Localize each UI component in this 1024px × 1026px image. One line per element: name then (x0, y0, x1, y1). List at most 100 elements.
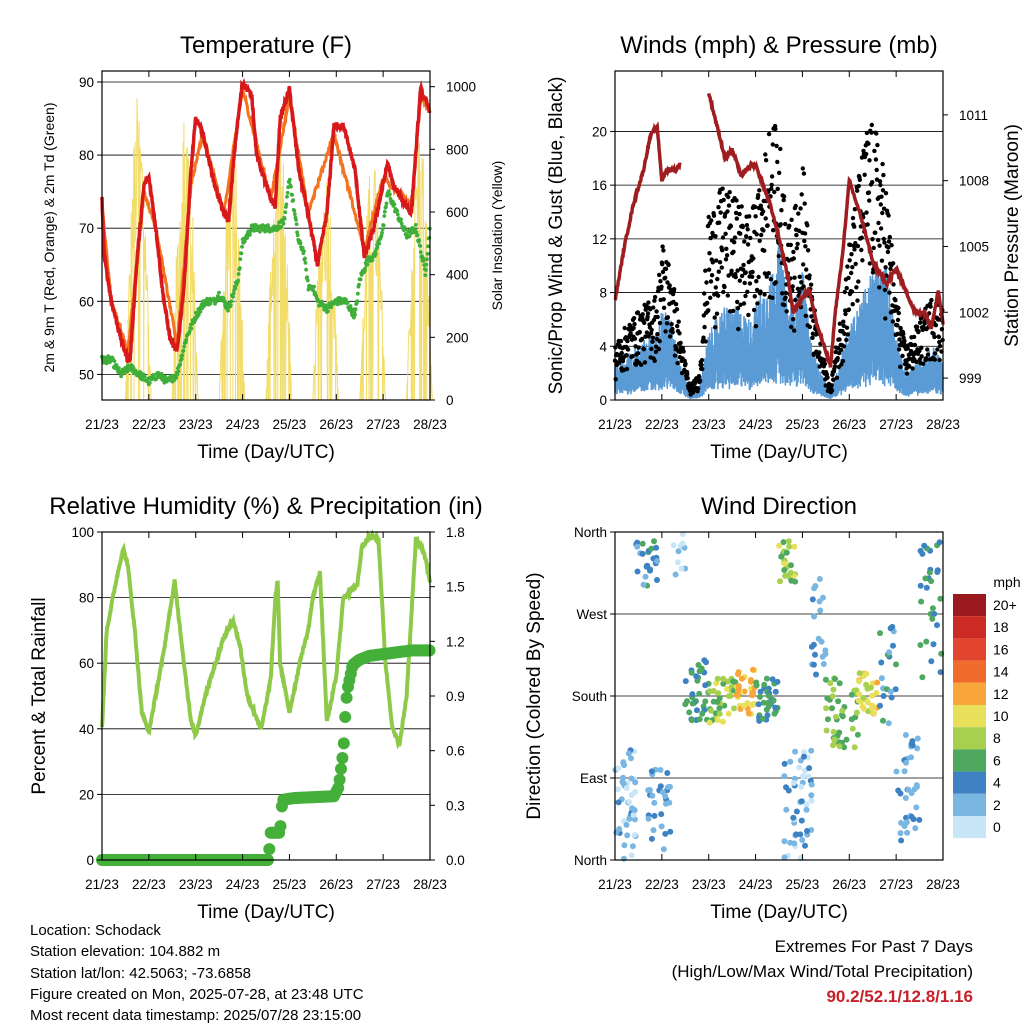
gust-point (873, 157, 879, 162)
gust-point (724, 253, 730, 258)
colorbar-swatch (953, 705, 986, 728)
x-tick-label: 23/23 (692, 417, 726, 432)
direction-point (830, 742, 836, 749)
direction-point (788, 562, 794, 569)
direction-point (864, 685, 871, 692)
direction-point (785, 787, 792, 794)
gust-point (843, 311, 848, 317)
gust-point (798, 304, 804, 310)
gust-point (655, 332, 660, 337)
gust-point (740, 224, 745, 230)
direction-point (645, 787, 652, 794)
direction-point (820, 661, 827, 667)
gust-point (651, 305, 656, 310)
direction-point (682, 678, 689, 685)
direction-point (856, 678, 863, 685)
gust-point (922, 321, 927, 326)
gust-point (735, 306, 741, 311)
direction-point (615, 765, 622, 772)
gust-point (665, 315, 671, 320)
gust-point (781, 197, 786, 203)
gust-point (663, 329, 668, 334)
gust-point (901, 331, 906, 337)
gust-point (919, 354, 924, 359)
direction-point (874, 679, 881, 686)
dewpoint-point (182, 344, 187, 349)
direction-point (811, 585, 818, 592)
gust-point (925, 347, 930, 352)
direction-point (848, 716, 855, 723)
temperature-xlabel: Time (Day/UTC) (197, 442, 335, 463)
wind_direction-title: Wind Direction (701, 493, 857, 520)
dewpoint-point (291, 198, 296, 203)
gust-point (657, 272, 662, 278)
direction-point (624, 832, 631, 839)
gust-point (770, 142, 775, 147)
gust-point (936, 334, 942, 340)
gust-point (613, 377, 618, 382)
gust-point (624, 366, 630, 372)
direction-point (764, 712, 771, 719)
direction-point (863, 670, 870, 677)
dewpoint-point (281, 221, 286, 226)
gust-point (705, 300, 710, 306)
direction-point (914, 735, 921, 742)
direction-point (651, 538, 657, 545)
dewpoint-point (240, 244, 244, 249)
dewpoint-point (233, 286, 238, 291)
gust-point (675, 360, 680, 366)
x-tick-label: 26/23 (832, 877, 866, 892)
direction-point (808, 781, 815, 788)
gust-point (845, 332, 850, 337)
gust-point (719, 265, 724, 270)
gust-point (761, 228, 766, 233)
gust-point (905, 346, 910, 351)
gust-point (788, 242, 793, 248)
gust-point (658, 279, 663, 284)
y-tick-label: West (576, 607, 607, 622)
direction-point (835, 698, 842, 705)
direction-point (937, 595, 944, 602)
precip-series (96, 644, 436, 866)
direction-point (809, 596, 816, 603)
gust-point (745, 242, 751, 247)
dewpoint-point (407, 234, 412, 239)
x-tick-label: 23/23 (179, 417, 213, 432)
y2-tick-label: 0.9 (446, 689, 465, 704)
direction-point (658, 811, 665, 818)
dewpoint-point (424, 262, 429, 267)
gust-point (699, 358, 705, 363)
gust-point (880, 188, 886, 193)
direction-point (772, 688, 779, 695)
gust-point (712, 315, 717, 320)
gust-point (845, 264, 850, 269)
gust-point (704, 280, 709, 285)
dewpoint-point (198, 309, 203, 314)
direction-point (688, 669, 695, 676)
direction-point (759, 715, 766, 722)
gust-point (870, 180, 875, 185)
gust-point (789, 324, 794, 330)
dewpoint-point (282, 216, 287, 221)
dewpoint-point (329, 304, 334, 309)
gust-point (771, 228, 776, 233)
y2-tick-label: 1011 (959, 108, 988, 123)
direction-point (664, 770, 671, 776)
gust-point (747, 214, 752, 219)
gust-point (625, 338, 630, 344)
gust-point (639, 336, 645, 342)
gust-point (800, 166, 805, 171)
colorbar-swatch (953, 594, 986, 617)
direction-point (790, 780, 797, 786)
dewpoint-point (326, 309, 330, 314)
y-tick-label: 20 (592, 124, 607, 139)
y-tick-label: 80 (79, 591, 94, 606)
direction-point (912, 825, 919, 832)
y2-tick-label: 1008 (959, 174, 989, 189)
temp-9m-line (100, 88, 431, 358)
dewpoint-point (377, 241, 382, 246)
gust-point (878, 182, 883, 188)
colorbar-swatch (953, 749, 986, 772)
gust-point (839, 362, 844, 367)
direction-point (732, 679, 739, 686)
